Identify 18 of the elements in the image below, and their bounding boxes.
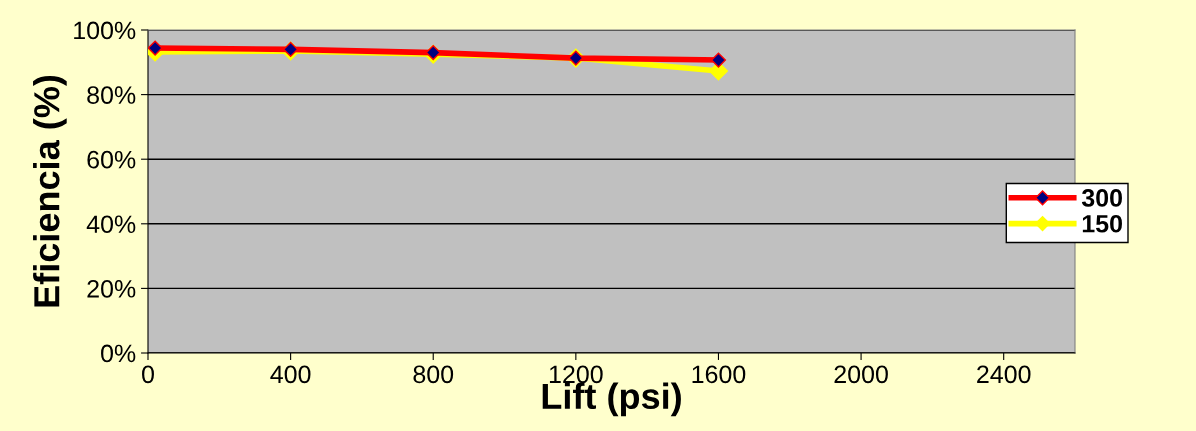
x-tick-label: 2400 — [977, 365, 1031, 384]
x-tick-label: 2000 — [834, 365, 888, 384]
x-tick-label: 0 — [142, 365, 154, 384]
legend-label: 300 — [1081, 189, 1122, 207]
x-tick-label: 1600 — [692, 365, 746, 384]
y-tick-label: 0% — [101, 344, 136, 363]
point — [710, 52, 727, 68]
point — [148, 40, 163, 56]
y-tick-label: 20% — [87, 280, 136, 298]
y-tick-label: 100% — [74, 21, 136, 40]
y-tick-label: 40% — [86, 215, 136, 234]
y-tick-label: 80% — [87, 86, 136, 104]
legend-label: 150 — [1082, 214, 1122, 233]
x-tick-label: 1200 — [549, 365, 603, 384]
x-tick-label: 400 — [270, 365, 311, 384]
y-tick-label: 60% — [87, 150, 136, 169]
x-tick-label: 800 — [413, 365, 454, 384]
y-axis-title: Eficiencia (%) — [33, 75, 67, 307]
